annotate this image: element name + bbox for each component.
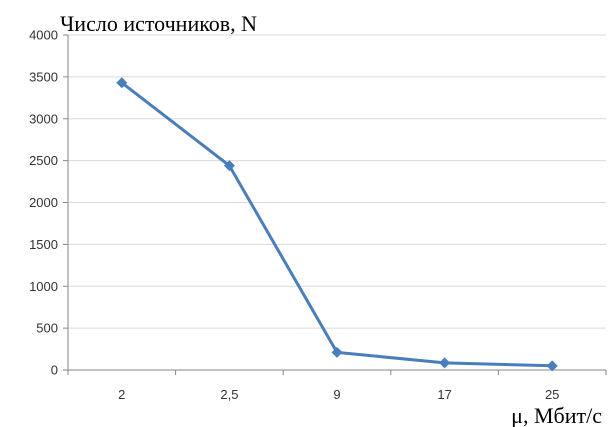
- grid-lines: [68, 34, 606, 329]
- y-tick-label: 1000: [29, 279, 58, 294]
- data-point-marker: [546, 360, 558, 372]
- x-axis-title: μ, Мбит/с: [511, 403, 602, 427]
- y-tick-label: 2000: [29, 195, 58, 210]
- y-tick-label: 500: [36, 321, 58, 336]
- y-tick-label: 1500: [29, 237, 58, 252]
- data-point-marker: [116, 77, 128, 89]
- axes: [63, 34, 607, 375]
- series-line-path: [120, 81, 553, 368]
- x-tick-label: 9: [333, 387, 340, 402]
- y-tick-label: 3500: [29, 69, 58, 84]
- x-tick-label: 2,5: [220, 387, 238, 402]
- y-tick-label: 0: [51, 363, 58, 378]
- y-tick-label: 4000: [29, 28, 58, 43]
- series-points: [116, 77, 558, 372]
- x-tick-label: 25: [545, 387, 559, 402]
- data-point-marker: [439, 357, 451, 369]
- x-tick-labels: 2 2,5 9 17 25: [118, 387, 559, 402]
- data-point-marker: [223, 160, 235, 172]
- y-tick-label: 3000: [29, 111, 58, 126]
- x-tick-label: 2: [118, 387, 125, 402]
- y-tick-labels: 0 500 1000 1500 2000 2500 3000 3500 4000: [29, 28, 58, 378]
- y-tick-label: 2500: [29, 153, 58, 168]
- series-line: [120, 81, 553, 368]
- x-tick-label: 17: [437, 387, 451, 402]
- y-axis-title: Число источников, N: [60, 11, 257, 36]
- data-point-marker: [331, 346, 343, 358]
